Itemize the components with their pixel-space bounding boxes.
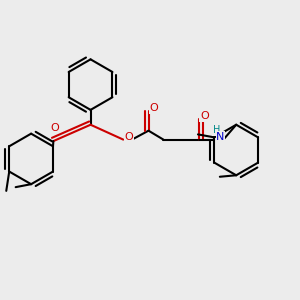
Text: O: O <box>200 111 209 122</box>
Text: N: N <box>216 132 225 142</box>
Text: O: O <box>149 103 158 113</box>
Text: H: H <box>213 125 220 135</box>
Text: O: O <box>124 132 133 142</box>
Text: O: O <box>50 123 59 133</box>
